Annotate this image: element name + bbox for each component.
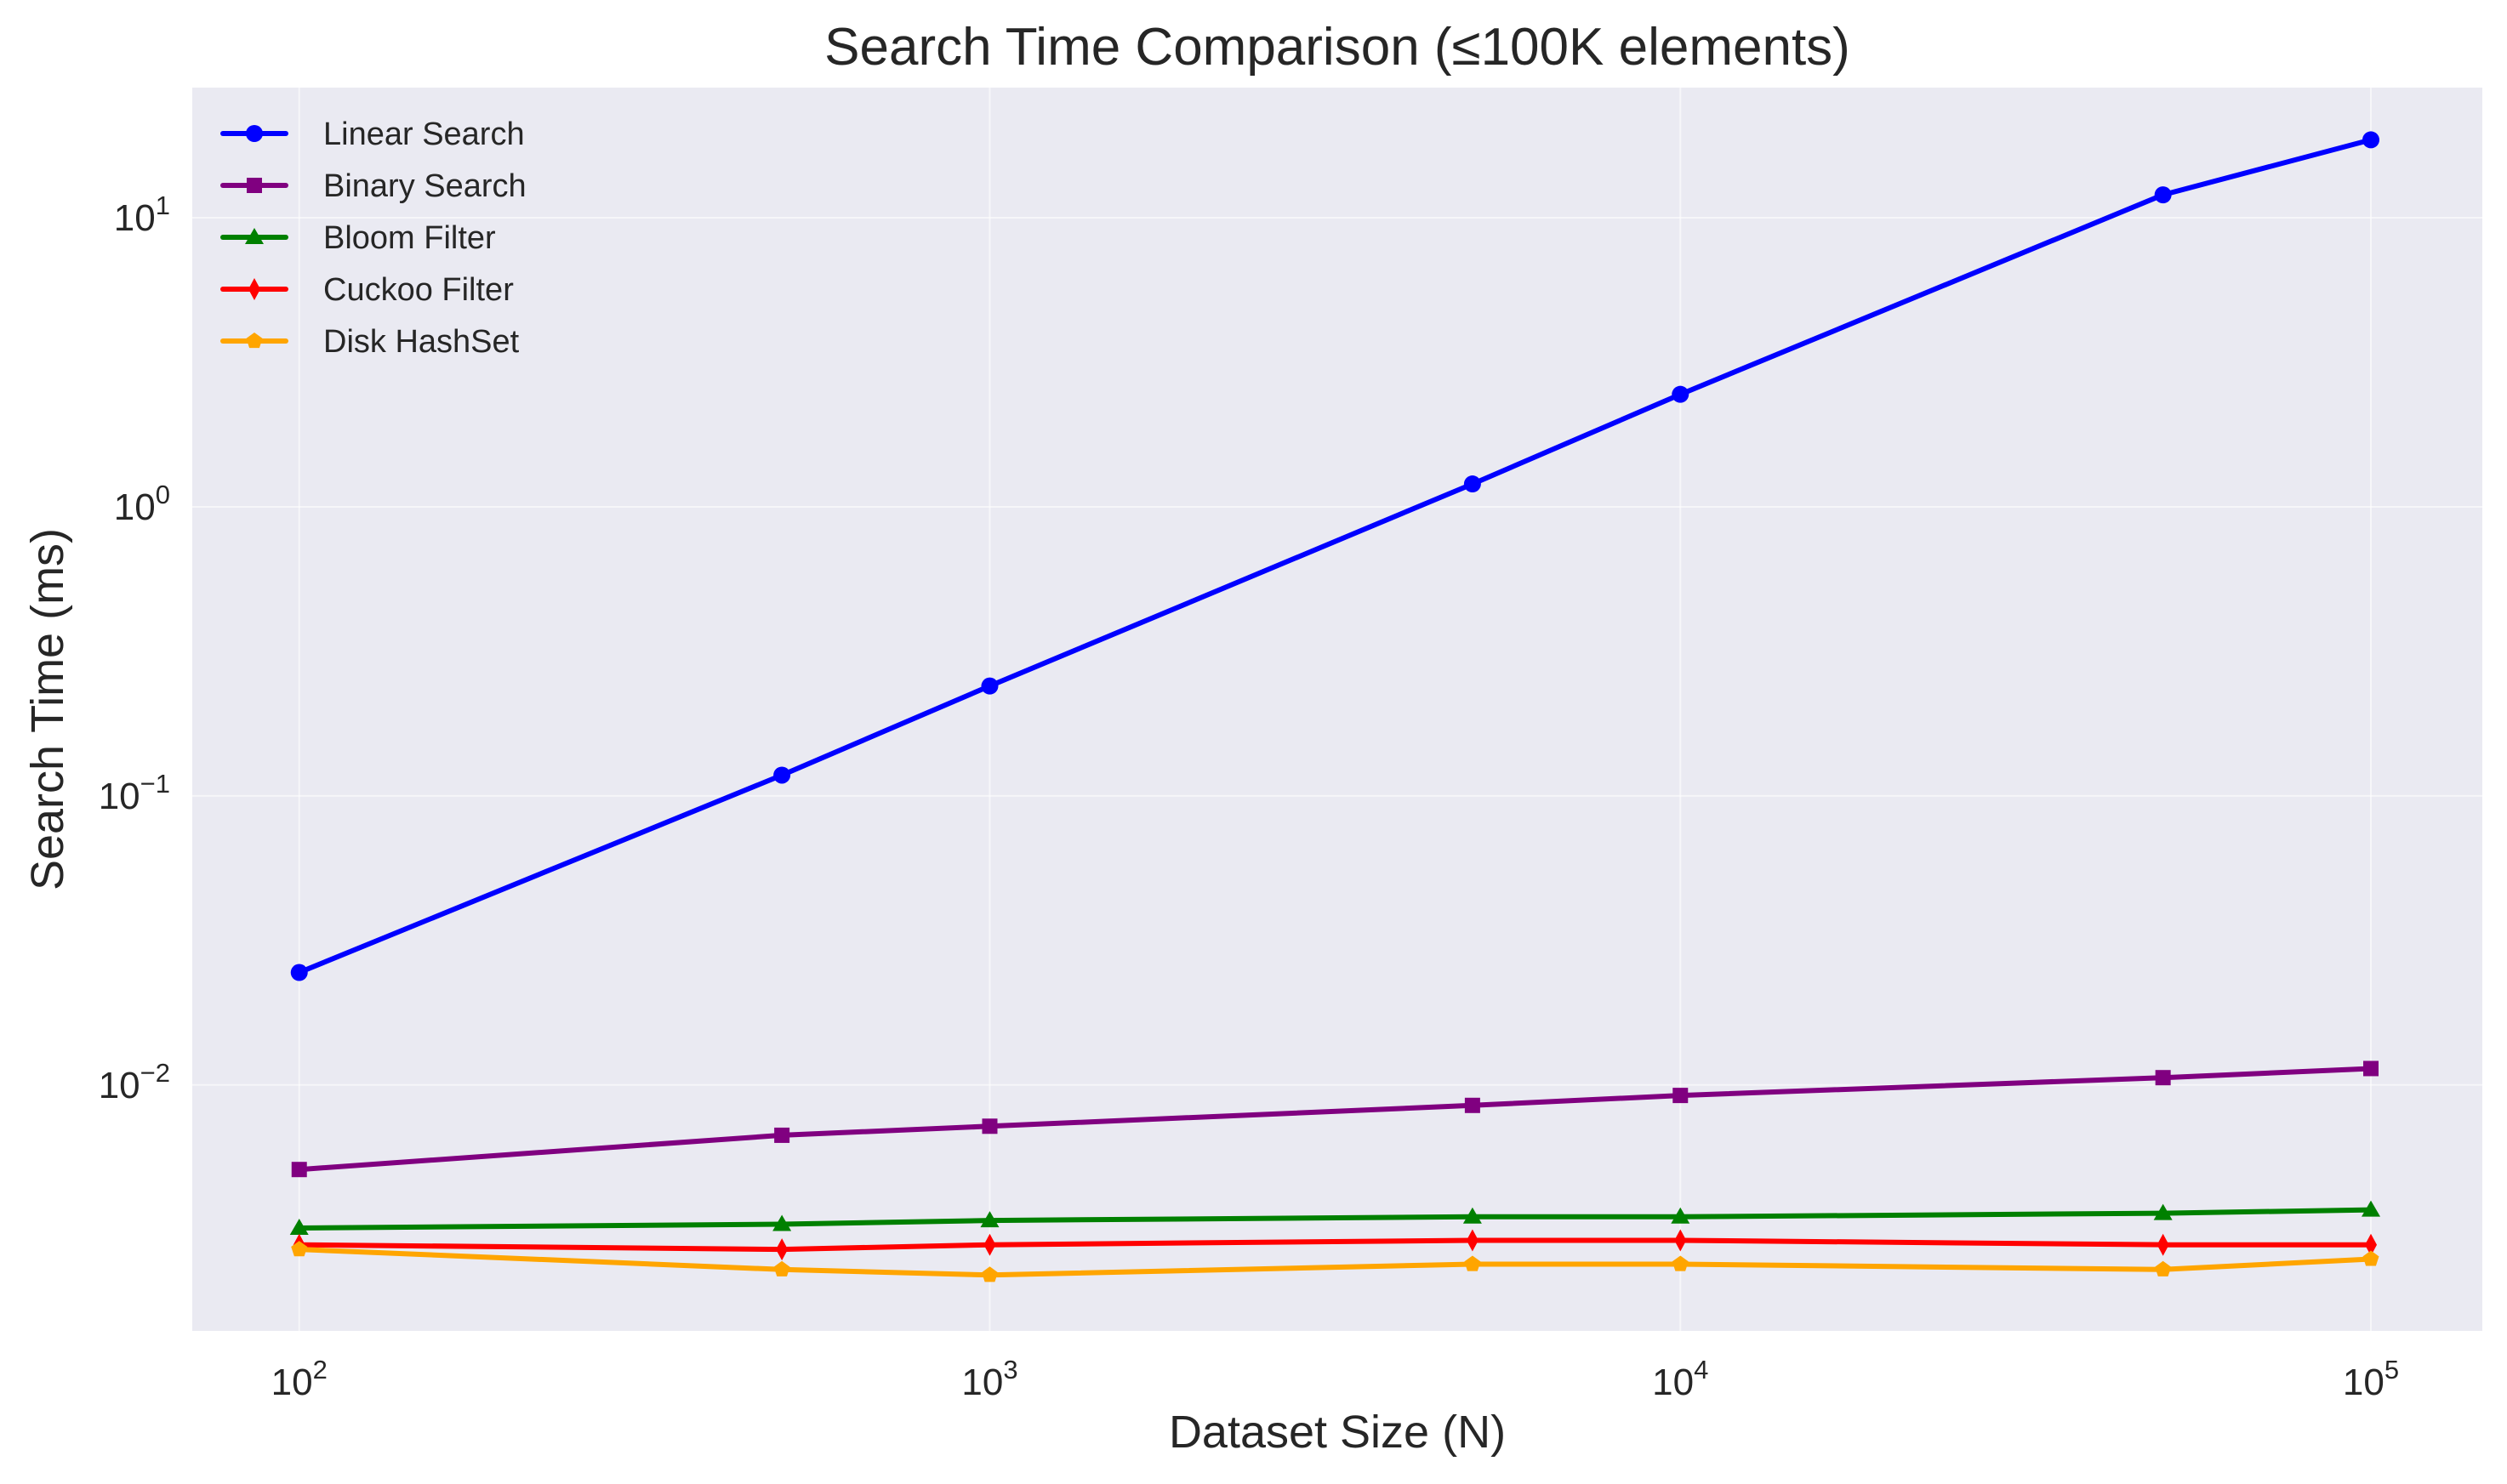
data-point [290, 964, 308, 981]
data-point [289, 1219, 309, 1236]
legend-item: Linear Search [220, 117, 525, 152]
data-point [2157, 1233, 2169, 1256]
legend-item: Bloom Filter [220, 220, 496, 256]
data-point [2155, 1260, 2172, 1276]
x-tick-label: 104 [1652, 1355, 1708, 1403]
data-point [776, 1238, 789, 1261]
data-point [1672, 1088, 1689, 1104]
legend-marker [248, 278, 260, 300]
data-point [2155, 1070, 2171, 1086]
y-axis-label: Search Time (ms) [22, 528, 73, 890]
legend-label: Bloom Filter [323, 220, 496, 256]
legend-marker [247, 178, 262, 193]
grid-lines [192, 88, 2482, 1331]
data-point [2154, 186, 2172, 204]
series-linear-search [290, 131, 2380, 981]
x-axis-label: Dataset Size (N) [1169, 1407, 1506, 1458]
series-binary-search [291, 1060, 2379, 1178]
series-bloom-filter [289, 1200, 2381, 1236]
data-point [2362, 1200, 2381, 1217]
legend-item: Cuckoo Filter [220, 272, 514, 308]
data-point [2362, 1250, 2379, 1266]
data-point [291, 1162, 307, 1178]
data-point [2363, 1060, 2379, 1077]
data-point [2365, 1233, 2378, 1256]
data-point [2362, 131, 2380, 149]
plot-background [192, 88, 2482, 1331]
x-tick-label: 103 [961, 1355, 1017, 1403]
legend-label: Binary Search [323, 168, 527, 204]
y-tick-label: 10−2 [99, 1058, 170, 1106]
data-point [772, 1214, 792, 1231]
data-point [982, 1118, 998, 1134]
data-point [1672, 1255, 1689, 1271]
data-point [1463, 475, 1481, 493]
series-layer [289, 131, 2381, 1282]
legend-item: Disk HashSet [220, 324, 520, 360]
y-tick-label: 100 [114, 480, 170, 528]
data-point [774, 1127, 790, 1143]
data-point [1672, 385, 1689, 403]
data-point [1671, 1207, 1690, 1224]
y-tick-label: 101 [114, 190, 170, 239]
x-tick-label: 105 [2343, 1355, 2399, 1403]
series-disk-hashset [291, 1241, 2379, 1282]
data-point [773, 766, 791, 784]
data-point [2153, 1203, 2173, 1220]
x-tick-label: 102 [271, 1355, 328, 1403]
legend: Linear Search Binary Search Bloom Filter Cu… [220, 117, 527, 360]
data-point [1674, 1229, 1687, 1252]
chart-title: Search Time Comparison (≤100K elements) [824, 18, 1850, 77]
legend-marker [246, 333, 263, 349]
legend-marker [246, 125, 263, 142]
data-point [773, 1260, 790, 1276]
data-point [980, 1211, 1000, 1228]
data-point [981, 677, 999, 695]
legend-label: Linear Search [323, 117, 525, 152]
data-point [1466, 1229, 1479, 1252]
data-point [291, 1241, 308, 1257]
data-point [1462, 1207, 1482, 1224]
tick-labels: 102 103 104 105 10−2 10−1 100 101 [99, 190, 2399, 1403]
legend-label: Disk HashSet [323, 324, 520, 360]
y-tick-label: 10−1 [99, 769, 170, 817]
data-point [982, 1266, 998, 1282]
legend-label: Cuckoo Filter [323, 272, 514, 308]
legend-marker [245, 228, 264, 244]
data-point [1464, 1097, 1480, 1113]
data-point [1464, 1255, 1481, 1271]
legend-item: Binary Search [220, 168, 527, 204]
data-point [983, 1233, 996, 1256]
